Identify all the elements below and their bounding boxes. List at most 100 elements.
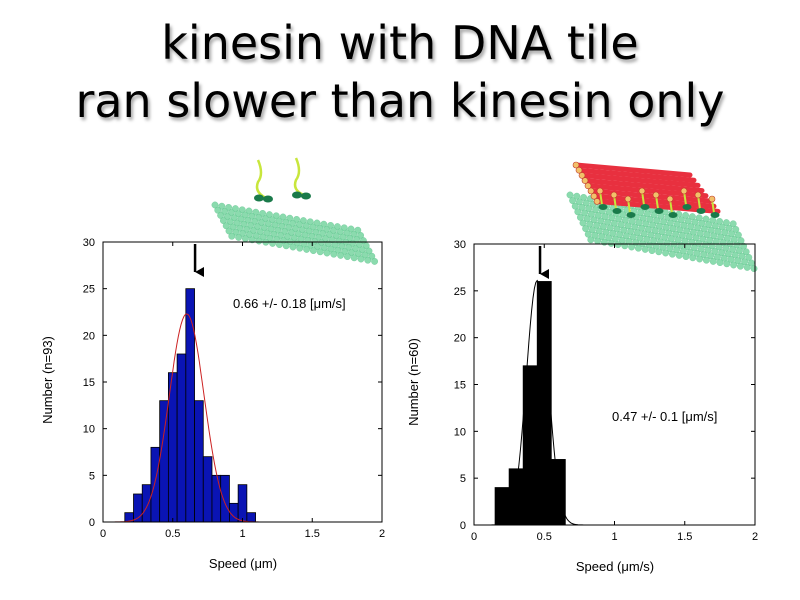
lattice-dot [255, 237, 263, 245]
kinesin-head [654, 208, 664, 214]
lattice-dot [269, 239, 276, 247]
lattice-dot [580, 193, 587, 201]
lattice-dot [741, 258, 748, 266]
x-axis-label-kinesin-only: Speed (μm) [209, 556, 277, 571]
slide-title: kinesin with DNA tile ran slower than ki… [0, 14, 800, 130]
lattice-dot [644, 210, 651, 218]
lattice-dot [725, 250, 732, 258]
lattice-dot [725, 224, 733, 232]
lattice-dot [705, 221, 712, 229]
lattice-dot [350, 254, 358, 262]
lattice-dot [676, 226, 684, 234]
lattice-dot [309, 247, 317, 255]
lattice-dot [248, 236, 256, 244]
y-tick-label: 15 [83, 377, 95, 389]
lattice-dot [700, 251, 708, 259]
bar [220, 474, 230, 523]
lattice-dot [669, 225, 677, 233]
dna-tile-helix [579, 172, 701, 188]
helix-end [581, 177, 589, 184]
y-axis-label-kinesin-only: Number (n=93) [40, 336, 55, 424]
y-tick-label: 20 [83, 330, 95, 342]
lattice-dot [686, 248, 694, 256]
kinesin-head [710, 212, 720, 218]
y-tick-label: 10 [454, 426, 466, 438]
y-tick-label: 10 [83, 424, 95, 436]
x-tick-label: 1 [239, 528, 245, 540]
lattice-dot [594, 237, 601, 245]
lattice-dot [589, 226, 596, 234]
lattice-dot [637, 209, 644, 217]
lattice-dot [618, 236, 626, 244]
lattice-dot [737, 262, 744, 270]
lattice-dot [579, 219, 587, 227]
lattice-dot [636, 234, 644, 242]
lattice-dot [742, 248, 750, 256]
annotation-kinesin-only: 0.66 +/- 0.18 [μm/s] [233, 296, 346, 311]
lattice-dot [712, 222, 719, 230]
lattice-dot [241, 235, 249, 243]
lattice-dot [639, 214, 647, 222]
lattice-dot [582, 199, 590, 207]
dna-tile-illustration [566, 161, 758, 272]
lattice-dot [337, 251, 344, 259]
lattice-dot [595, 227, 603, 235]
lattice-dot [731, 251, 739, 259]
lattice-dot [694, 224, 701, 232]
linker-knob [596, 187, 604, 195]
lattice-dot [582, 225, 589, 233]
lattice-dot [648, 247, 656, 255]
helix-end [593, 198, 601, 205]
kinesin-stalk [293, 157, 305, 197]
helix-end [584, 182, 592, 190]
lattice-dot [566, 191, 574, 199]
lattice-dot [690, 228, 697, 236]
lattice-dot [673, 246, 680, 254]
lattice-dot [569, 197, 576, 205]
lattice-dot [702, 215, 710, 223]
lattice-dot [640, 230, 648, 238]
lattice-dot [733, 241, 741, 249]
lattice-dot [723, 219, 730, 227]
kinesin-lattice-illustration [211, 157, 378, 265]
lattice-dot [597, 217, 605, 225]
kinesin-stalk [255, 159, 267, 200]
lattice-dot [576, 198, 583, 206]
lattice-dot [616, 231, 623, 239]
annotation-kinesin-dna-tile: 0.47 +/- 0.1 [μm/s] [612, 409, 717, 424]
lattice-dot [617, 221, 625, 229]
kinesin-head [682, 204, 692, 210]
lattice-dot [642, 220, 650, 228]
lattice-dot [634, 229, 641, 237]
lattice-dot [666, 245, 674, 253]
lattice-dot [745, 253, 753, 261]
lattice-dot [727, 255, 735, 263]
lattice-dot [707, 252, 714, 260]
title-line-2: ran slower than kinesin only [75, 74, 725, 128]
lattice-dot [672, 230, 679, 238]
lattice-dot [679, 231, 686, 239]
lattice-dot [699, 235, 707, 243]
lattice-dot [619, 211, 627, 219]
linker-knob [694, 191, 702, 199]
lattice-dot [698, 219, 706, 227]
lattice-dot [604, 218, 611, 226]
lattice-dot [289, 243, 297, 251]
lattice-dot [574, 208, 582, 216]
lattice-dot [735, 231, 742, 239]
annotation-unit: μm/s [314, 296, 343, 311]
lattice-dot [645, 225, 652, 233]
x-tick-label: 1.5 [305, 528, 320, 540]
lattice-dot [702, 241, 709, 249]
bar [185, 288, 195, 523]
title-line-1: kinesin with DNA tile [161, 16, 639, 70]
lattice-dot [612, 235, 619, 243]
lattice-dot [583, 215, 591, 223]
bar [508, 468, 524, 526]
lattice-dot [689, 254, 697, 262]
lattice-dot [713, 237, 720, 245]
lattice-dot [722, 244, 730, 252]
lattice-dot [665, 229, 673, 237]
lattice-dot [581, 209, 588, 217]
